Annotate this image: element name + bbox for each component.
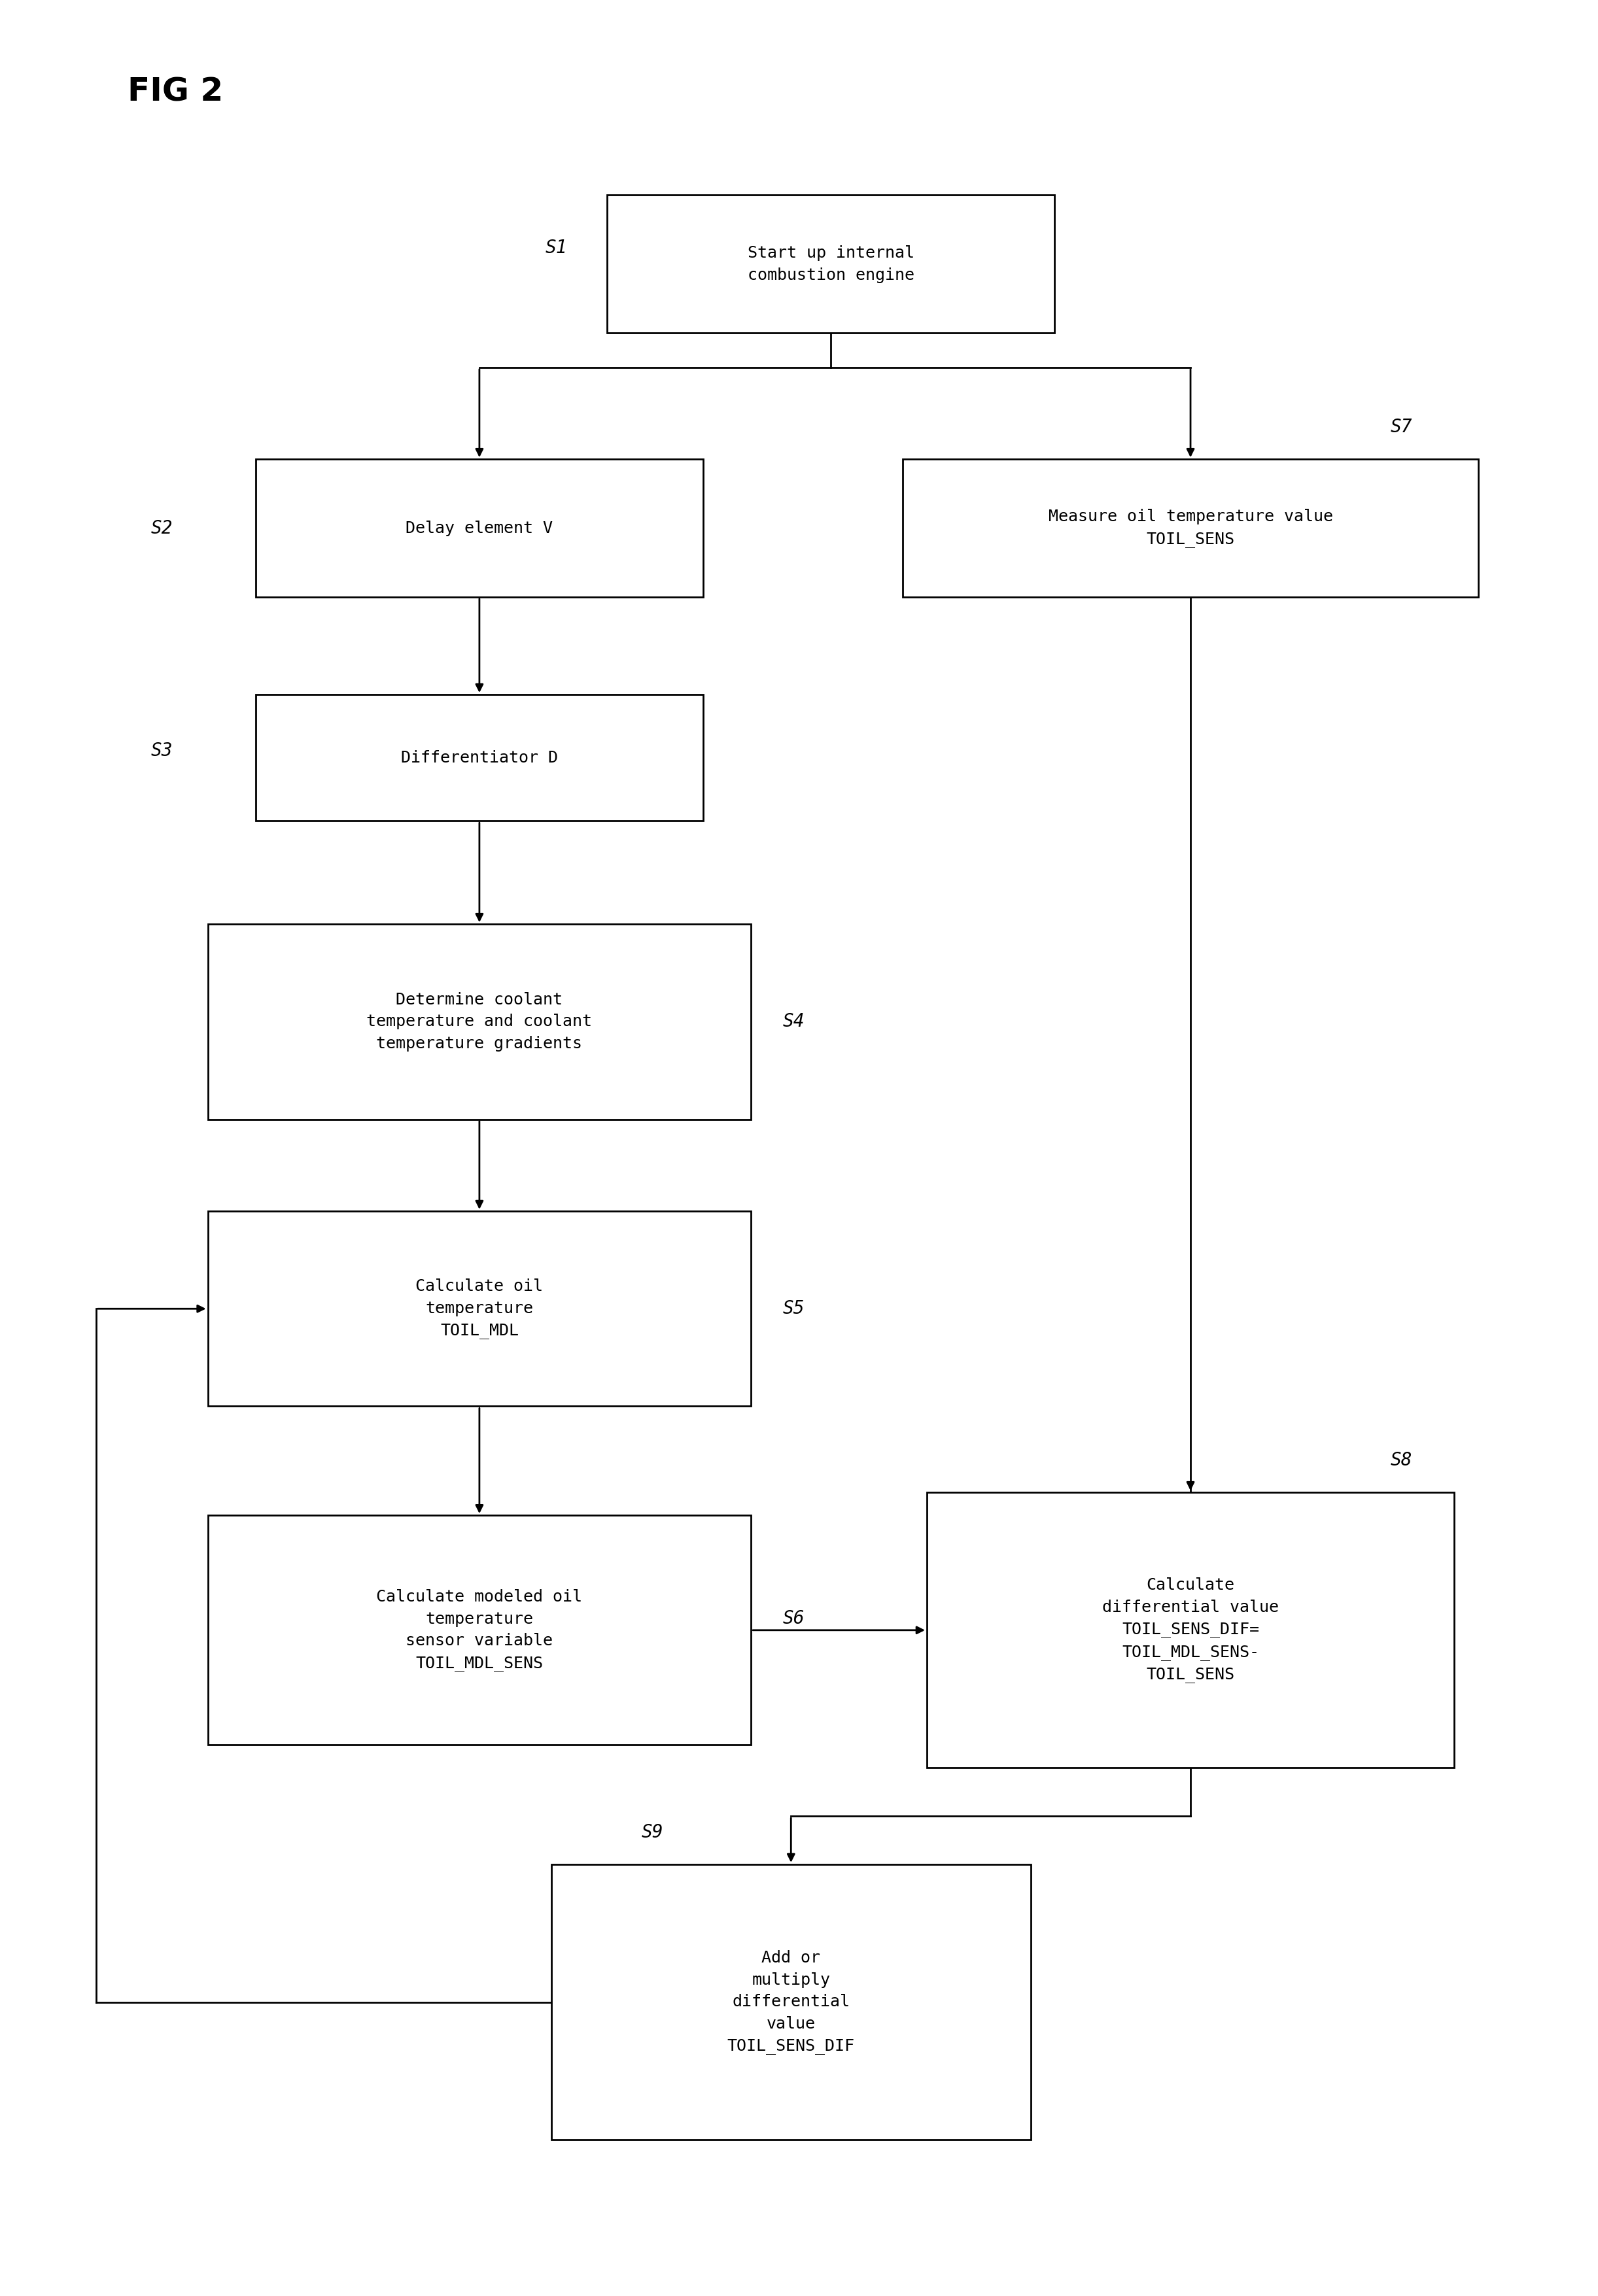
FancyBboxPatch shape bbox=[208, 923, 751, 1118]
Text: S8: S8 bbox=[1390, 1451, 1413, 1469]
Text: S1: S1 bbox=[545, 239, 567, 257]
Text: Calculate oil
temperature
TOIL_MDL: Calculate oil temperature TOIL_MDL bbox=[415, 1279, 543, 1339]
Text: Differentiator D: Differentiator D bbox=[401, 751, 558, 765]
Text: S3: S3 bbox=[150, 742, 173, 760]
Text: Determine coolant
temperature and coolant
temperature gradients: Determine coolant temperature and coolan… bbox=[366, 992, 593, 1052]
FancyBboxPatch shape bbox=[256, 693, 703, 820]
FancyBboxPatch shape bbox=[256, 459, 703, 597]
Text: S6: S6 bbox=[783, 1609, 805, 1628]
FancyBboxPatch shape bbox=[903, 459, 1478, 597]
Text: S7: S7 bbox=[1390, 418, 1413, 436]
FancyBboxPatch shape bbox=[551, 1864, 1031, 2140]
Text: FIG 2: FIG 2 bbox=[128, 76, 224, 108]
Text: Calculate
differential value
TOIL_SENS_DIF=
TOIL_MDL_SENS-
TOIL_SENS: Calculate differential value TOIL_SENS_D… bbox=[1103, 1577, 1278, 1683]
FancyBboxPatch shape bbox=[208, 1210, 751, 1405]
Text: S2: S2 bbox=[150, 519, 173, 537]
FancyBboxPatch shape bbox=[208, 1515, 751, 1745]
FancyBboxPatch shape bbox=[927, 1492, 1454, 1768]
Text: Start up internal
combustion engine: Start up internal combustion engine bbox=[748, 246, 914, 282]
FancyBboxPatch shape bbox=[607, 195, 1055, 333]
Text: Add or
multiply
differential
value
TOIL_SENS_DIF: Add or multiply differential value TOIL_… bbox=[727, 1949, 855, 2055]
Text: Measure oil temperature value
TOIL_SENS: Measure oil temperature value TOIL_SENS bbox=[1048, 510, 1333, 546]
Text: Calculate modeled oil
temperature
sensor variable
TOIL_MDL_SENS: Calculate modeled oil temperature sensor… bbox=[377, 1589, 582, 1671]
Text: S4: S4 bbox=[783, 1013, 805, 1031]
Text: S5: S5 bbox=[783, 1300, 805, 1318]
Text: S9: S9 bbox=[641, 1823, 663, 1841]
Text: Delay element V: Delay element V bbox=[406, 521, 553, 535]
